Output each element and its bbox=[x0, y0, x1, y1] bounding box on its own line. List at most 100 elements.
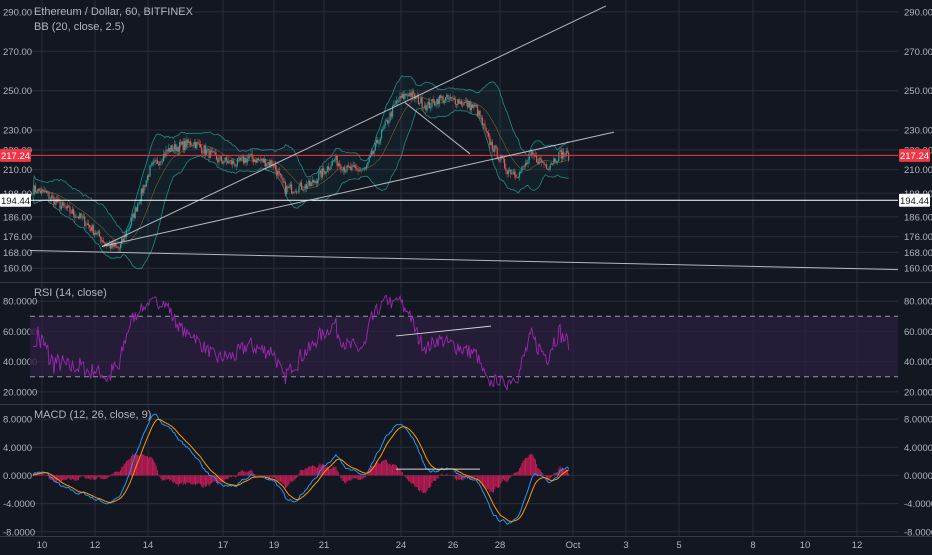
candle-body bbox=[414, 93, 416, 99]
candle-body bbox=[187, 139, 189, 143]
macd-hist-bar bbox=[523, 459, 525, 476]
candle-body bbox=[196, 141, 198, 149]
candle-body bbox=[532, 151, 534, 155]
y-tick-label-right: 210.00 bbox=[904, 165, 932, 176]
macd-hist-bar bbox=[513, 472, 515, 476]
candle-body bbox=[294, 191, 296, 193]
macd-hist-bar bbox=[78, 475, 80, 480]
macd-hist-bar bbox=[153, 460, 155, 476]
macd-hist-bar bbox=[304, 468, 306, 476]
candle-body bbox=[161, 161, 163, 163]
candle-body bbox=[137, 204, 139, 212]
macd-hist-bar bbox=[134, 453, 136, 476]
macd-hist-bar bbox=[367, 473, 369, 476]
bb-indicator-label[interactable]: BB (20, close, 2.5) bbox=[34, 21, 125, 33]
macd-hist-bar bbox=[542, 473, 544, 476]
macd-hist-bar bbox=[255, 475, 257, 476]
long-support-trendline bbox=[29, 249, 899, 271]
macd-hist-bar bbox=[160, 475, 162, 479]
candle-body bbox=[228, 160, 230, 164]
macd-hist-bar bbox=[374, 462, 376, 476]
macd-hist-bar bbox=[541, 472, 543, 476]
macd-hist-bar bbox=[229, 475, 231, 477]
macd-hist-bar bbox=[201, 475, 203, 487]
macd-hist-bar bbox=[440, 474, 442, 476]
candle-body bbox=[231, 160, 234, 165]
candle-body bbox=[411, 91, 413, 98]
candle-body bbox=[127, 230, 129, 232]
candle-body bbox=[492, 149, 495, 152]
macd-hist-bar bbox=[346, 475, 348, 482]
macd-hist-bar bbox=[353, 475, 355, 479]
candle-body bbox=[391, 106, 394, 117]
macd-hist-bar bbox=[360, 475, 362, 480]
candle-body bbox=[343, 167, 346, 172]
macd-hist-bar bbox=[553, 473, 555, 476]
macd-hist-bar bbox=[437, 475, 439, 479]
macd-hist-bar bbox=[420, 475, 422, 490]
rsi-indicator-label[interactable]: RSI (14, close) bbox=[34, 287, 107, 299]
macd-hist-bar bbox=[266, 475, 268, 479]
candle-body bbox=[293, 191, 295, 193]
macd-hist-bar bbox=[558, 468, 560, 476]
macd-hist-bar bbox=[550, 475, 552, 477]
macd-hist-bar bbox=[180, 475, 182, 484]
macd-hist-bar bbox=[414, 475, 416, 487]
candle-body bbox=[556, 161, 559, 162]
candle-body bbox=[446, 94, 448, 98]
candle-body bbox=[186, 139, 188, 148]
candle-body bbox=[345, 171, 347, 173]
candle-body bbox=[191, 145, 193, 146]
candle-body bbox=[59, 201, 61, 209]
candle-body bbox=[478, 110, 480, 116]
macd-hist-bar bbox=[447, 474, 449, 476]
candle-body bbox=[283, 182, 285, 184]
macd-hist-bar bbox=[280, 475, 282, 482]
macd-hist-bar bbox=[427, 475, 429, 488]
macd-hist-bar bbox=[218, 475, 220, 484]
x-tick-label: 12 bbox=[90, 540, 101, 550]
candle-body bbox=[367, 161, 369, 166]
candle-body bbox=[549, 164, 551, 169]
candle-body bbox=[274, 164, 277, 170]
macd-hist-bar bbox=[392, 464, 394, 476]
macd-hist-bar bbox=[38, 473, 40, 476]
macd-hist-bar bbox=[113, 471, 115, 476]
macd-hist-bar bbox=[305, 468, 307, 476]
candle-body bbox=[479, 110, 481, 118]
macd-hist-bar bbox=[387, 462, 389, 476]
candle-body bbox=[240, 157, 242, 161]
candle-body bbox=[273, 164, 275, 167]
macd-hist-bar bbox=[384, 459, 386, 476]
candle-body bbox=[480, 117, 482, 119]
candle-body bbox=[49, 198, 51, 200]
candle-body bbox=[150, 164, 152, 166]
macd-hist-bar bbox=[97, 475, 99, 477]
macd-hist-bar bbox=[474, 475, 476, 478]
candle-body bbox=[390, 112, 392, 117]
macd-hist-bar bbox=[361, 475, 363, 480]
candle-body bbox=[213, 151, 215, 153]
candle-body bbox=[523, 165, 525, 167]
candle-body bbox=[361, 169, 363, 171]
macd-hist-bar bbox=[85, 475, 87, 479]
candle-body bbox=[171, 145, 173, 152]
candle-body bbox=[463, 102, 465, 106]
macd-hist-bar bbox=[277, 475, 279, 482]
candle-body bbox=[475, 105, 477, 107]
macd-hist-bar bbox=[53, 475, 55, 483]
candle-body bbox=[236, 158, 239, 166]
candle-body bbox=[563, 151, 565, 157]
macd-hist-bar bbox=[75, 475, 77, 481]
macd-indicator-label[interactable]: MACD (12, 26, close, 9) bbox=[34, 409, 152, 421]
macd-hist-bar bbox=[276, 475, 278, 482]
candle-body bbox=[558, 151, 560, 162]
candle-body bbox=[176, 147, 178, 152]
macd-hist-bar bbox=[250, 469, 252, 476]
macd-hist-bar bbox=[415, 475, 417, 488]
candle-body bbox=[406, 94, 408, 96]
candle-body bbox=[476, 105, 479, 116]
macd-hist-bar bbox=[170, 475, 172, 480]
